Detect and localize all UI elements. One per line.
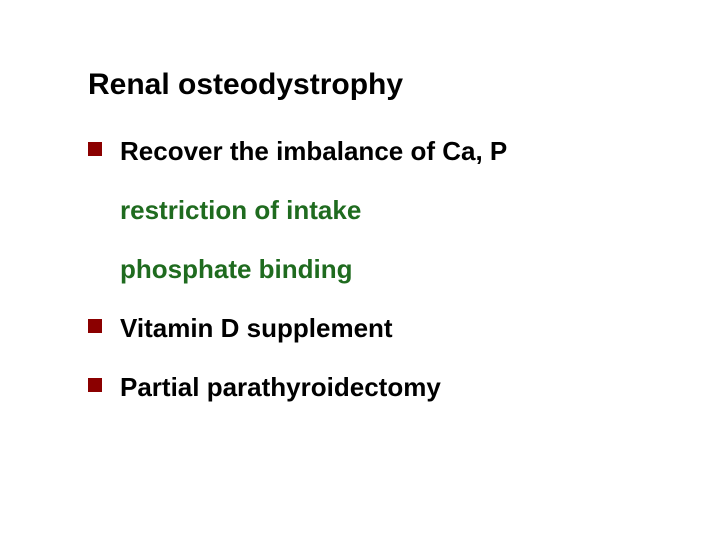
- list-item: phosphate binding: [120, 252, 660, 287]
- sub-bullet-text: phosphate binding: [120, 254, 353, 284]
- list-item: Partial parathyroidectomy: [88, 370, 660, 405]
- bullet-list: Recover the imbalance of Ca, P restricti…: [88, 134, 660, 405]
- bullet-text: Vitamin D supplement: [120, 311, 393, 346]
- slide-container: Renal osteodystrophy Recover the imbalan…: [0, 0, 720, 405]
- list-item: restriction of intake: [120, 193, 660, 228]
- square-bullet-icon: [88, 378, 102, 392]
- slide-title: Renal osteodystrophy: [88, 68, 660, 102]
- list-item: Vitamin D supplement: [88, 311, 660, 346]
- square-bullet-icon: [88, 142, 102, 156]
- bullet-text: Recover the imbalance of Ca, P: [120, 134, 507, 169]
- square-bullet-icon: [88, 319, 102, 333]
- sub-bullet-text: restriction of intake: [120, 195, 361, 225]
- bullet-text: Partial parathyroidectomy: [120, 370, 441, 405]
- list-item: Recover the imbalance of Ca, P: [88, 134, 660, 169]
